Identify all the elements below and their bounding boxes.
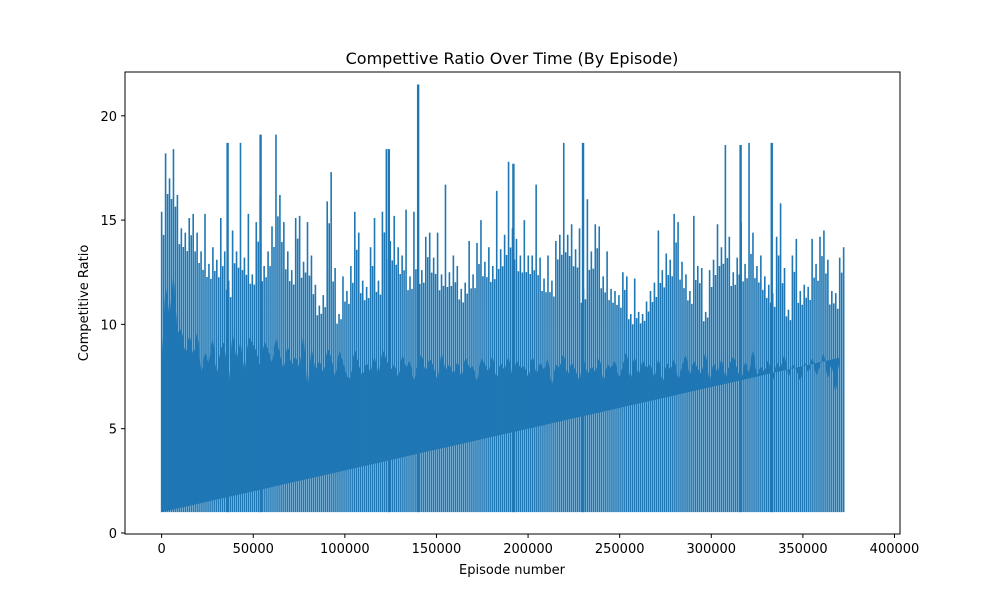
x-tick-label: 50000 (233, 542, 274, 557)
x-tick-label: 350000 (778, 542, 828, 557)
y-axis: 0 5 10 15 20 (100, 110, 125, 542)
x-tick-label: 300000 (686, 542, 736, 557)
y-tick-label: 10 (100, 318, 117, 333)
x-axis-label: Episode number (459, 563, 566, 578)
x-tick-label: 250000 (595, 542, 645, 557)
y-tick-label: 5 (109, 423, 117, 438)
chart-title: Compettive Ratio Over Time (By Episode) (346, 49, 679, 68)
y-tick-label: 15 (100, 214, 117, 229)
x-tick-label: 100000 (320, 542, 370, 557)
plot-frame (124, 71, 901, 535)
x-axis: 0 50000 100000 150000 200000 250000 300000 3500… (158, 534, 920, 557)
plot-series (161, 84, 846, 513)
y-tick-label: 0 (109, 527, 117, 542)
x-tick-label: 0 (158, 542, 166, 557)
x-tick-label: 200000 (503, 542, 553, 557)
y-axis-label: Competitive Ratio (77, 245, 92, 362)
y-tick-label: 20 (100, 110, 117, 125)
x-tick-label: 400000 (870, 542, 920, 557)
series-0-body (161, 272, 840, 513)
x-tick-label: 150000 (412, 542, 462, 557)
